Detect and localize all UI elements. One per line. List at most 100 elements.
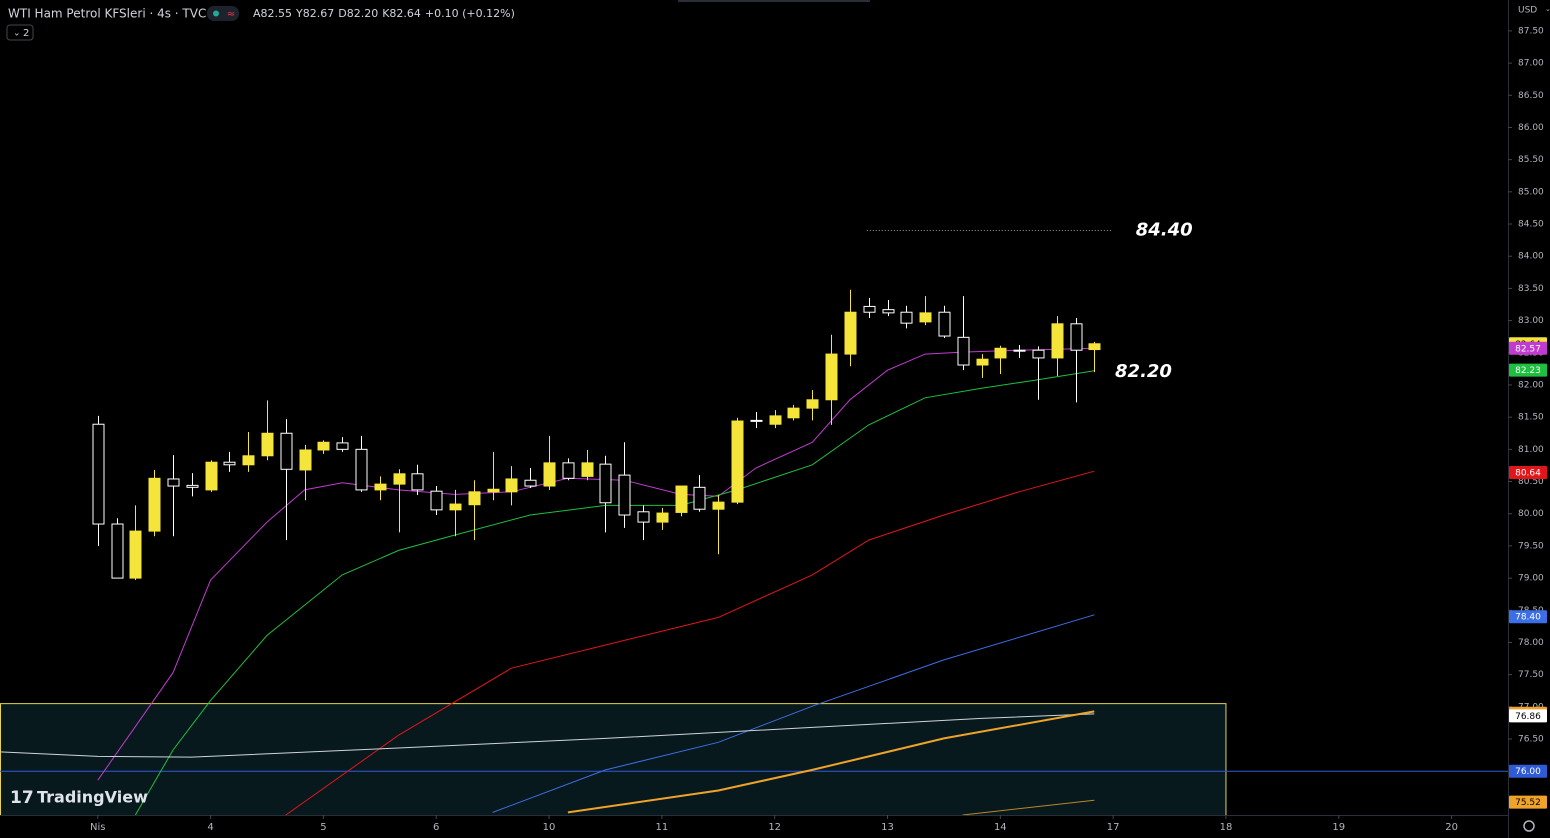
candle-body bbox=[938, 311, 951, 337]
x-tick-label: 5 bbox=[320, 822, 326, 833]
price-label: 76.86 bbox=[1515, 712, 1541, 722]
candle-body bbox=[618, 474, 631, 516]
x-tick-label: 11 bbox=[655, 822, 668, 833]
x-tick-label: 10 bbox=[543, 822, 556, 833]
candle-body bbox=[787, 407, 800, 419]
candle-body bbox=[299, 449, 312, 471]
candle-body bbox=[976, 358, 989, 366]
candle-body bbox=[844, 311, 857, 355]
annotation-label: 84.40 bbox=[1136, 219, 1193, 240]
y-tick-label: 85.00 bbox=[1518, 187, 1544, 197]
candle-body bbox=[769, 415, 782, 425]
candle-body bbox=[280, 432, 293, 470]
candle-body bbox=[430, 490, 443, 511]
candle-body bbox=[205, 461, 218, 491]
candle-body bbox=[581, 462, 594, 477]
candle-body bbox=[656, 512, 669, 523]
candle-body bbox=[543, 462, 556, 487]
candle-body bbox=[167, 478, 180, 487]
y-tick-label: 86.50 bbox=[1518, 91, 1544, 101]
x-tick-label: 13 bbox=[881, 822, 894, 833]
indicator-line bbox=[567, 710, 1095, 814]
candle-body bbox=[505, 478, 518, 493]
candle-body bbox=[336, 442, 349, 450]
candle-body bbox=[562, 462, 575, 479]
y-tick-label: 85.50 bbox=[1518, 155, 1544, 165]
candle-body bbox=[750, 419, 763, 422]
price-label-box bbox=[1509, 363, 1547, 377]
candle-body bbox=[1032, 349, 1045, 359]
candle-body bbox=[317, 441, 330, 451]
candle-body bbox=[468, 491, 481, 506]
y-tick-label: 82.00 bbox=[1518, 380, 1544, 390]
status-pill[interactable] bbox=[207, 6, 239, 21]
candle-body bbox=[1051, 323, 1064, 359]
y-tick-label: 84.50 bbox=[1518, 220, 1544, 230]
candle-body bbox=[957, 336, 970, 366]
candle-body bbox=[731, 420, 744, 503]
status-dot bbox=[213, 10, 219, 17]
price-label: 82.23 bbox=[1515, 366, 1541, 376]
candle-body bbox=[599, 463, 612, 504]
price-label: 76.00 bbox=[1515, 767, 1541, 777]
indicator-line bbox=[492, 614, 1095, 813]
candle-body bbox=[675, 485, 688, 513]
candle-body bbox=[1013, 349, 1026, 352]
price-label-box bbox=[1509, 764, 1547, 778]
y-tick-label: 76.50 bbox=[1518, 735, 1544, 745]
brand-logo: 17 TradingView bbox=[10, 788, 148, 809]
x-tick-label: 18 bbox=[1220, 822, 1233, 833]
candle-body bbox=[449, 503, 462, 511]
ohlc-values: A82.55 Y82.67 D82.20 K82.64 +0.10 (+0.12%) bbox=[253, 7, 515, 20]
candle-body bbox=[1070, 323, 1083, 351]
price-label: 82.57 bbox=[1515, 344, 1541, 354]
y-tick-label: 81.00 bbox=[1518, 445, 1544, 455]
symbol-title[interactable]: WTI Ham Petrol KFSleri · 4s · TVC bbox=[8, 7, 206, 21]
price-label-box bbox=[1509, 795, 1547, 809]
x-tick-label: Nis bbox=[90, 822, 105, 833]
top-handle bbox=[678, 0, 870, 2]
y-tick-label: 80.00 bbox=[1518, 509, 1544, 519]
chevron: ⌄ bbox=[13, 29, 21, 39]
x-tick-label: 12 bbox=[768, 822, 781, 833]
currency[interactable]: USD bbox=[1518, 6, 1537, 16]
candle-body bbox=[806, 399, 819, 409]
indicator-line bbox=[285, 470, 1095, 815]
settings-icon[interactable] bbox=[1523, 820, 1535, 832]
x-tick-label: 6 bbox=[433, 822, 439, 833]
candle-body bbox=[900, 311, 913, 324]
candle-body bbox=[242, 455, 255, 466]
indicator-line bbox=[962, 799, 1095, 815]
annotation-label: 82.20 bbox=[1115, 361, 1172, 382]
y-tick-label: 78.00 bbox=[1518, 638, 1544, 648]
candle-body bbox=[411, 473, 424, 491]
candle-body bbox=[261, 432, 274, 457]
indicator-line bbox=[0, 713, 1095, 758]
candle-body bbox=[355, 448, 368, 491]
x-tick-label: 17 bbox=[1107, 822, 1120, 833]
indicator-toggle[interactable] bbox=[6, 24, 34, 41]
price-axis bbox=[1508, 0, 1550, 838]
price-label: 75.52 bbox=[1515, 798, 1541, 808]
candle-body bbox=[129, 530, 142, 579]
candle-body bbox=[693, 486, 706, 510]
candle-body bbox=[825, 353, 838, 401]
y-tick-label: 79.00 bbox=[1518, 574, 1544, 584]
y-tick-label: 83.00 bbox=[1518, 316, 1544, 326]
status-icon: ≈ bbox=[227, 9, 235, 20]
x-tick-label: 4 bbox=[207, 822, 213, 833]
candle-body bbox=[393, 473, 406, 485]
candle-body bbox=[994, 347, 1007, 359]
brand-name: TradingView bbox=[37, 788, 148, 807]
x-tick-label: 19 bbox=[1332, 822, 1345, 833]
price-label-box bbox=[1509, 341, 1547, 355]
price-label: 80.64 bbox=[1515, 469, 1541, 479]
ohlc-value: +0.10 (+0.12%) bbox=[425, 7, 515, 20]
candle-body bbox=[637, 511, 650, 523]
y-tick-label: 79.50 bbox=[1518, 541, 1544, 551]
price-label-box bbox=[1509, 709, 1547, 723]
candle-body bbox=[111, 523, 124, 579]
indicator-count[interactable]: 2 bbox=[23, 28, 29, 39]
x-tick-label: 14 bbox=[994, 822, 1007, 833]
